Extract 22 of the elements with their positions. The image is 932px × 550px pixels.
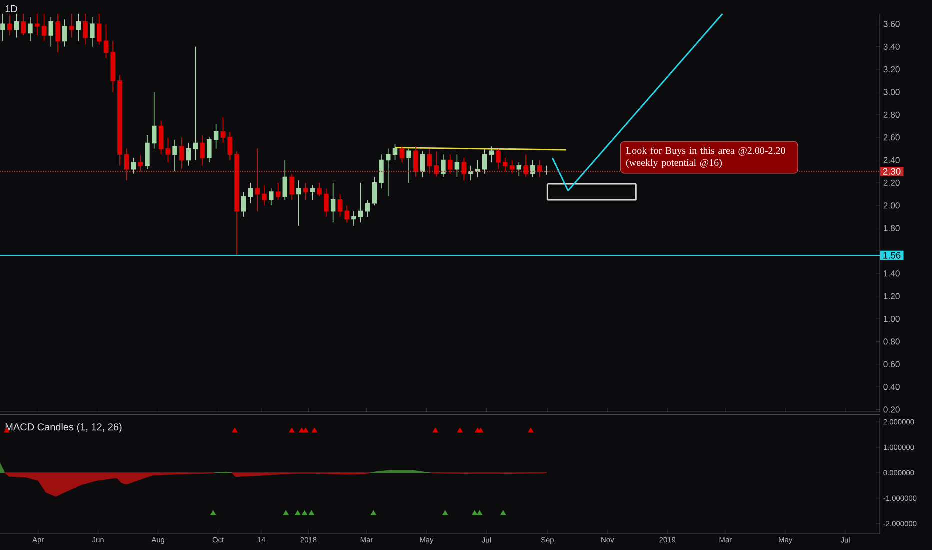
ref-line-label: 1.56 <box>884 252 901 259</box>
y-tick-label: 0.20 <box>884 406 900 413</box>
y-tick-label: 1.00 <box>884 316 900 322</box>
y-tick-label: 3.00 <box>884 89 900 96</box>
y-tick-label: 1.80 <box>884 225 900 232</box>
y-tick-label: 2.60 <box>884 134 900 141</box>
y-tick-label: 2.80 <box>884 112 900 118</box>
y-tick-label: 0.60 <box>884 361 900 368</box>
y-tick-label: 0.40 <box>884 384 900 390</box>
y-tick-label: 2.20 <box>884 180 900 186</box>
y-tick-label: 3.40 <box>884 44 900 50</box>
y-tick-label: 3.60 <box>884 21 900 28</box>
y-tick-label: 3.20 <box>884 66 900 73</box>
chart-title: 1D <box>6 6 18 12</box>
y-tick-label: 1.20 <box>884 293 900 300</box>
y-tick-label: 2.40 <box>884 157 900 164</box>
ref-line-label: 2.30 <box>883 168 901 175</box>
y-tick-label: 0.80 <box>884 338 900 345</box>
annotation: Look for Buys in this area @2.00-2.20 (weekly potential @16) <box>626 146 786 168</box>
y-tick-label: 2.00 <box>884 202 900 209</box>
y-tick-label: 1.40 <box>884 270 900 277</box>
chart-title: MACD Candles (1, 12, 26) <box>6 423 122 433</box>
